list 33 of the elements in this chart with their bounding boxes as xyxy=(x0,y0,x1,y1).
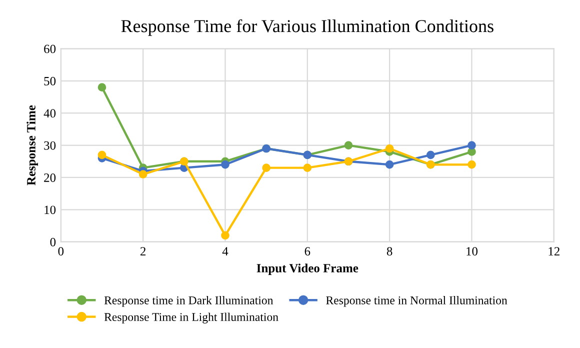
x-tick-label: 10 xyxy=(466,247,478,256)
point xyxy=(221,160,230,169)
x-axis-title: Input Video Frame xyxy=(256,264,358,275)
point xyxy=(98,83,106,92)
y-tick-label: 10 xyxy=(44,206,56,214)
point xyxy=(426,150,435,160)
x-tick-label: 2 xyxy=(140,247,146,256)
point xyxy=(344,141,353,150)
point xyxy=(262,164,270,172)
x-tick-label: 8 xyxy=(386,247,392,256)
point xyxy=(468,160,476,169)
point xyxy=(385,160,394,169)
point xyxy=(221,231,230,240)
y-tick-label: 30 xyxy=(44,141,56,150)
y-axis-title: Response Time xyxy=(26,105,38,186)
x-tick-label: 4 xyxy=(222,247,228,256)
x-tick-label: 6 xyxy=(304,247,310,256)
point xyxy=(98,150,106,160)
y-tick-label: 0 xyxy=(50,238,56,246)
y-tick-label: 20 xyxy=(44,174,56,182)
point xyxy=(138,170,148,178)
legend-label: Response time in Dark Illumination xyxy=(104,296,274,307)
legend-label: Response Time in Light Illumination xyxy=(104,312,278,324)
chart-title: Response Time for Various Illumination Conditions xyxy=(121,19,494,36)
x-tick-label: 12 xyxy=(548,247,560,256)
legend-label: Response time in Normal Illumination xyxy=(326,296,508,307)
y-tick-label: 40 xyxy=(44,109,56,118)
y-tick-label: 50 xyxy=(44,76,56,86)
point xyxy=(468,141,476,150)
x-tick-label: 0 xyxy=(58,247,64,256)
y-tick-label: 60 xyxy=(44,44,56,54)
point xyxy=(303,164,312,172)
point xyxy=(385,144,394,153)
